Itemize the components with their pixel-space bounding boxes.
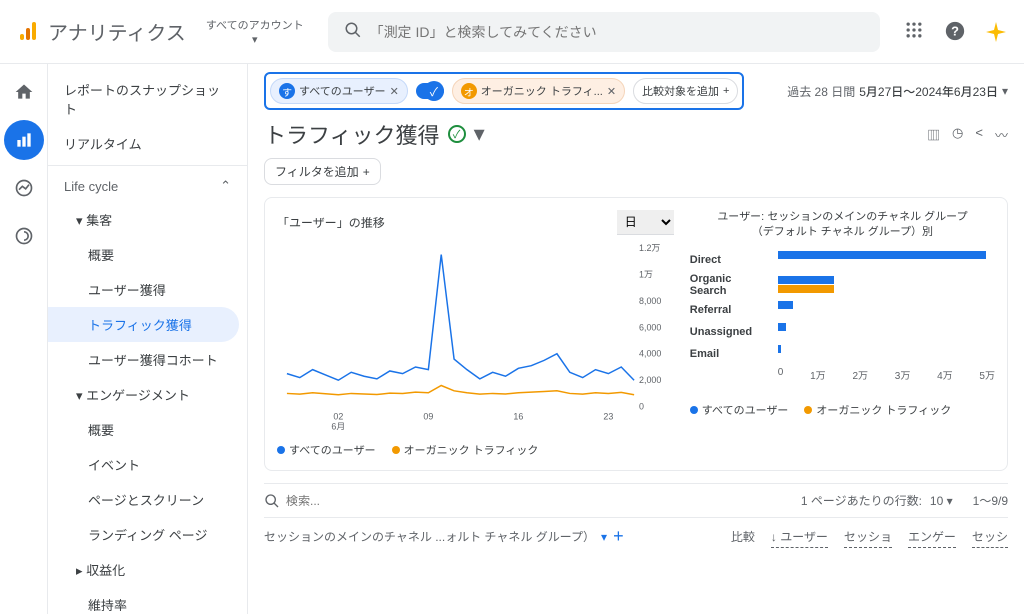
title-actions: ▥ ◷ < 〰: [927, 125, 1008, 144]
nav-rail: [0, 64, 48, 614]
rail-reports[interactable]: [4, 120, 44, 160]
sidebar-landing[interactable]: ランディング ページ: [48, 517, 247, 552]
svg-text:6月: 6月: [331, 421, 345, 431]
sidebar-acquisition[interactable]: ▾ 集客: [48, 202, 247, 237]
plus-icon: +: [363, 165, 370, 179]
sidebar-user-cohort[interactable]: ユーザー獲得コホート: [48, 342, 247, 377]
search-input[interactable]: [370, 24, 864, 40]
apps-icon[interactable]: [904, 20, 928, 44]
sidebar-retention[interactable]: 維持率: [48, 587, 247, 614]
badge-icon: オ: [461, 83, 477, 99]
line-legend: すべてのユーザー オーガニック トラフィック: [277, 442, 674, 458]
page-title: トラフィック獲得 ✓ ▾: [264, 118, 485, 150]
table-header: セッションのメインのチャネル ...ォルト チャネル グループ）▾ + 比較 ↓…: [264, 517, 1008, 549]
line-chart-panel: 「ユーザー」の推移 日 1.2万 1万 8,000 6,000 4,000 2,000 0 0…: [277, 210, 674, 458]
product-name: アナリティクス: [48, 17, 186, 46]
sparkle-icon[interactable]: [984, 20, 1008, 44]
date-range-selector[interactable]: 過去 28 日間 5月27日～2024年6月23日 ▾: [787, 83, 1008, 100]
chip-organic[interactable]: オ オーガニック トラフィ... ✕: [452, 78, 625, 104]
granularity-select[interactable]: 日: [617, 210, 674, 235]
sidebar-lifecycle[interactable]: Life cycle⌃: [48, 170, 247, 202]
search-box[interactable]: [328, 12, 880, 52]
header: アナリティクス すべてのアカウント ▾ ?: [0, 0, 1024, 64]
bar-legend: すべてのユーザー オーガニック トラフィック: [690, 402, 995, 418]
header-actions: ?: [904, 20, 1008, 44]
sidebar-traffic-acq[interactable]: トラフィック獲得: [48, 307, 239, 342]
svg-text:1.2万: 1.2万: [639, 243, 660, 253]
table-col-user[interactable]: ↓ ユーザー: [771, 528, 828, 548]
sidebar-engagement[interactable]: ▾ エンゲージメント: [48, 377, 247, 412]
customize-icon[interactable]: ▥: [927, 125, 940, 144]
table-col-compare[interactable]: 比較: [731, 528, 755, 547]
close-icon[interactable]: ✕: [390, 85, 399, 98]
chevron-down-icon: ▾: [1002, 84, 1008, 98]
rail-ads[interactable]: [4, 216, 44, 256]
chip-add-compare[interactable]: 比較対象を追加 +: [633, 78, 738, 104]
table-col-session[interactable]: セッショ: [844, 528, 892, 548]
search-icon: [264, 493, 280, 509]
table-col-channel[interactable]: セッションのメインのチャネル ...ォルト チャネル グループ）▾ +: [264, 526, 715, 549]
sidebar-realtime[interactable]: リアルタイム: [48, 126, 247, 161]
compare-toggle[interactable]: [416, 83, 444, 99]
logo: アナリティクス: [16, 17, 186, 46]
bar-chart: DirectOrganic SearchReferralUnassignedEm…: [690, 251, 995, 363]
add-filter-button[interactable]: フィルタを追加 +: [264, 158, 381, 185]
share-icon[interactable]: <: [975, 125, 983, 144]
analytics-logo-icon: [16, 20, 40, 44]
help-icon[interactable]: ?: [944, 20, 968, 44]
sidebar-overview2[interactable]: 概要: [48, 412, 247, 447]
line-chart-title: 「ユーザー」の推移: [277, 214, 385, 231]
bar-chart-panel: ユーザー: セッションのメインのチャネル グループ （デフォルト チャネル グル…: [690, 210, 995, 458]
insights-icon[interactable]: ◷: [952, 125, 963, 144]
close-icon[interactable]: ✕: [607, 85, 616, 98]
svg-text:6,000: 6,000: [639, 322, 661, 332]
main-content: す すべてのユーザー ✕ オ オーガニック トラフィ... ✕ 比較対象を追加 …: [248, 64, 1024, 614]
trend-icon[interactable]: 〰: [995, 125, 1008, 144]
rail-explore[interactable]: [4, 168, 44, 208]
bar-axis: 01万2万3万4万5万: [778, 367, 995, 382]
chip-all-users[interactable]: す すべてのユーザー ✕: [270, 78, 408, 104]
svg-text:16: 16: [513, 412, 523, 422]
sidebar-user-acq[interactable]: ユーザー獲得: [48, 272, 247, 307]
plus-icon: +: [723, 85, 729, 97]
badge-icon: す: [279, 83, 295, 99]
sidebar-events[interactable]: イベント: [48, 447, 247, 482]
svg-text:09: 09: [423, 412, 433, 422]
svg-text:0: 0: [639, 402, 644, 412]
line-chart: 1.2万 1万 8,000 6,000 4,000 2,000 0 02 09 16 23 6月: [277, 243, 674, 431]
sidebar-monetization[interactable]: ▸ 収益化: [48, 552, 247, 587]
sidebar-pages[interactable]: ページとスクリーン: [48, 482, 247, 517]
chevron-down-icon: ▾: [252, 33, 258, 46]
table-search[interactable]: [264, 493, 441, 509]
pagination: 1 ページあたりの行数: 10 ▾ 1～9/9: [801, 492, 1008, 509]
rail-home[interactable]: [4, 72, 44, 112]
check-icon: ✓: [448, 125, 466, 143]
comparison-chips: す すべてのユーザー ✕ オ オーガニック トラフィ... ✕ 比較対象を追加 …: [264, 72, 744, 110]
svg-text:2,000: 2,000: [639, 375, 661, 385]
sidebar: レポートのスナップショット リアルタイム Life cycle⌃ ▾ 集客 概要…: [48, 64, 248, 614]
svg-text:1万: 1万: [639, 269, 653, 279]
svg-text:8,000: 8,000: [639, 296, 661, 306]
sidebar-overview1[interactable]: 概要: [48, 237, 247, 272]
sidebar-snapshot[interactable]: レポートのスナップショット: [48, 72, 247, 126]
svg-text:02: 02: [333, 412, 343, 422]
svg-text:4,000: 4,000: [639, 349, 661, 359]
rows-per-page-select[interactable]: 10 ▾: [930, 494, 953, 508]
table-search-input[interactable]: [286, 494, 441, 508]
chevron-down-icon[interactable]: ▾: [474, 121, 485, 147]
bar-chart-title: ユーザー: セッションのメインのチャネル グループ （デフォルト チャネル グル…: [690, 210, 995, 241]
search-icon: [344, 21, 362, 42]
svg-text:23: 23: [603, 412, 613, 422]
plus-icon[interactable]: +: [613, 526, 624, 547]
chevron-up-icon: ⌃: [220, 178, 231, 194]
svg-text:?: ?: [951, 23, 959, 38]
accounts-selector[interactable]: すべてのアカウント ▾: [206, 17, 304, 46]
table-col-engage[interactable]: エンゲー: [908, 528, 956, 548]
table-col-sess2[interactable]: セッシ: [972, 528, 1008, 548]
